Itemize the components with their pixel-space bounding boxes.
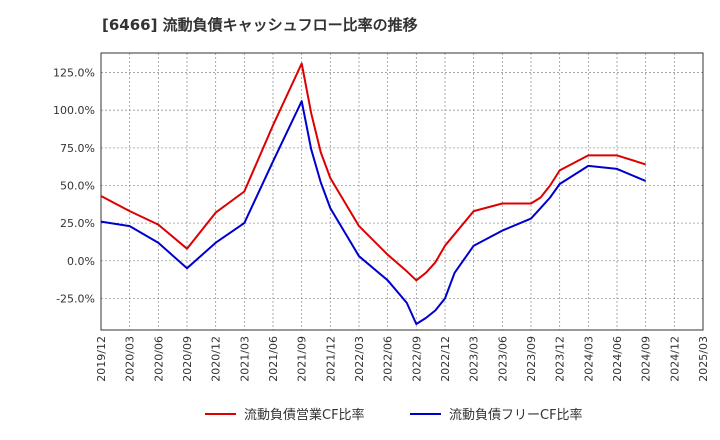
y-tick-label: 100.0% <box>53 104 95 117</box>
x-tick-label: 2022/03 <box>353 336 366 382</box>
x-tick-label: 2024/06 <box>611 336 624 382</box>
y-tick-label: 125.0% <box>53 67 95 80</box>
x-tick-label: 2023/12 <box>554 336 567 382</box>
x-tick-label: 2023/03 <box>468 336 481 382</box>
series-lines <box>100 62 647 325</box>
x-tick-label: 2025/03 <box>697 336 710 382</box>
legend-label: 流動負債フリーCF比率 <box>449 407 583 423</box>
x-tick-label: 2020/03 <box>124 336 137 382</box>
x-tick-label: 2022/09 <box>410 336 423 382</box>
series-line-2 <box>100 100 647 325</box>
x-tick-label: 2020/06 <box>152 336 165 382</box>
x-tick-label: 2019/12 <box>95 336 108 382</box>
x-tick-label: 2022/12 <box>439 336 452 382</box>
x-tick-label: 2024/09 <box>640 336 653 382</box>
x-tick-label: 2022/06 <box>382 336 395 382</box>
y-tick-label: 50.0% <box>60 179 95 192</box>
x-tick-label: 2020/09 <box>181 336 194 382</box>
x-tick-label: 2023/09 <box>525 336 538 382</box>
y-tick-label: 75.0% <box>60 142 95 155</box>
plot-area-border <box>100 52 704 331</box>
chart-title: [6466] 流動負債キャッシュフロー比率の推移 <box>102 16 418 34</box>
series-line-1 <box>100 62 646 282</box>
grid <box>100 53 704 330</box>
x-tick-label: 2023/06 <box>496 336 509 382</box>
legend: 流動負債営業CF比率 流動負債フリーCF比率 <box>205 407 583 423</box>
legend-label: 流動負債営業CF比率 <box>244 407 365 423</box>
x-tick-label: 2024/03 <box>582 336 595 382</box>
x-axis-ticks: 2019/12 2020/03 2020/06 2020/09 2020/12 2021/… <box>95 336 710 382</box>
y-axis-ticks: 125.0% 100.0% 75.0% 50.0% 25.0% 0.0% -25.0% <box>53 67 95 306</box>
x-tick-label: 2024/12 <box>668 336 681 382</box>
x-tick-label: 2021/06 <box>267 336 280 382</box>
x-tick-label: 2021/12 <box>324 336 337 382</box>
x-tick-label: 2021/03 <box>238 336 251 382</box>
y-tick-label: 25.0% <box>60 217 95 230</box>
x-tick-label: 2020/12 <box>210 336 223 382</box>
y-tick-label: 0.0% <box>67 255 95 268</box>
x-tick-label: 2021/09 <box>296 336 309 382</box>
y-tick-label: -25.0% <box>56 292 95 305</box>
